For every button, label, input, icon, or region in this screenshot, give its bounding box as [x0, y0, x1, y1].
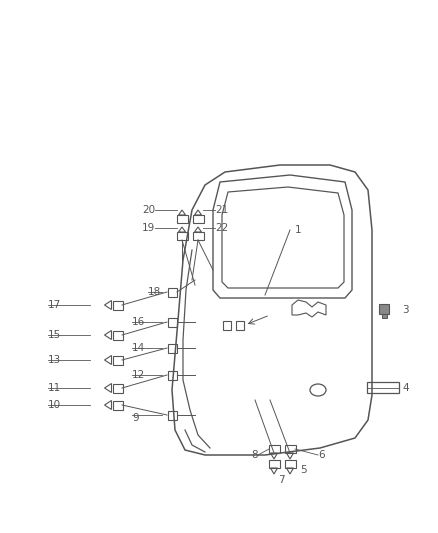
Bar: [177, 232, 187, 240]
Bar: [379, 304, 389, 314]
Text: 4: 4: [402, 383, 409, 393]
Text: 5: 5: [300, 465, 307, 475]
Bar: [192, 215, 204, 223]
Bar: [113, 330, 123, 340]
Bar: [113, 384, 123, 392]
Bar: [236, 320, 244, 329]
Text: 7: 7: [278, 475, 285, 485]
Text: 14: 14: [132, 343, 145, 353]
Bar: [285, 460, 296, 468]
Bar: [167, 370, 177, 379]
Text: 21: 21: [215, 205, 228, 215]
Bar: [382, 314, 387, 318]
Bar: [367, 382, 399, 393]
Text: 16: 16: [132, 317, 145, 327]
Bar: [167, 318, 177, 327]
Text: 22: 22: [215, 223, 228, 233]
Text: 6: 6: [318, 450, 325, 460]
Bar: [177, 215, 187, 223]
Text: 15: 15: [48, 330, 61, 340]
Bar: [167, 410, 177, 419]
Text: 10: 10: [48, 400, 61, 410]
Text: 18: 18: [148, 287, 161, 297]
Text: 17: 17: [48, 300, 61, 310]
Bar: [268, 460, 279, 468]
Text: 11: 11: [48, 383, 61, 393]
Text: 1: 1: [295, 225, 302, 235]
Text: 9: 9: [132, 413, 138, 423]
Bar: [113, 400, 123, 409]
Bar: [167, 343, 177, 352]
Text: 19: 19: [142, 223, 155, 233]
Bar: [192, 232, 204, 240]
Bar: [113, 356, 123, 365]
Text: 12: 12: [132, 370, 145, 380]
Bar: [285, 445, 296, 453]
Text: 8: 8: [251, 450, 258, 460]
Bar: [223, 320, 231, 329]
Bar: [167, 287, 177, 296]
Bar: [113, 301, 123, 310]
Bar: [268, 445, 279, 453]
Text: 3: 3: [402, 305, 409, 315]
Text: 13: 13: [48, 355, 61, 365]
Text: 20: 20: [142, 205, 155, 215]
